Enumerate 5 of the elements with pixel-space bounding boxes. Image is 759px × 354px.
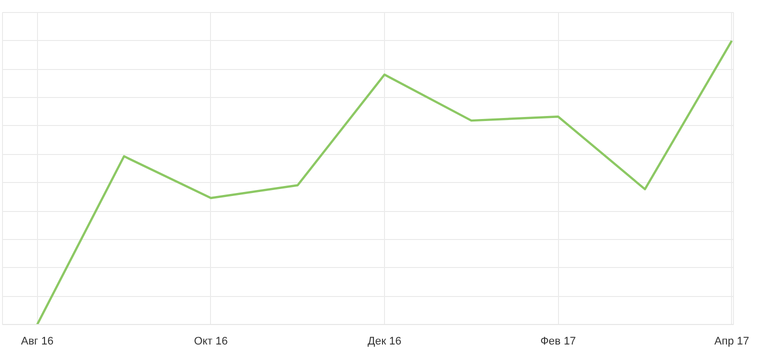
x-tick-label: Окт 16 xyxy=(194,336,228,348)
x-tick-label: Дек 16 xyxy=(368,336,402,348)
x-tick-label: Фев 17 xyxy=(540,336,576,348)
x-tick-label: Авг 16 xyxy=(20,336,54,348)
x-tick-label: Апр 17 xyxy=(714,336,750,348)
